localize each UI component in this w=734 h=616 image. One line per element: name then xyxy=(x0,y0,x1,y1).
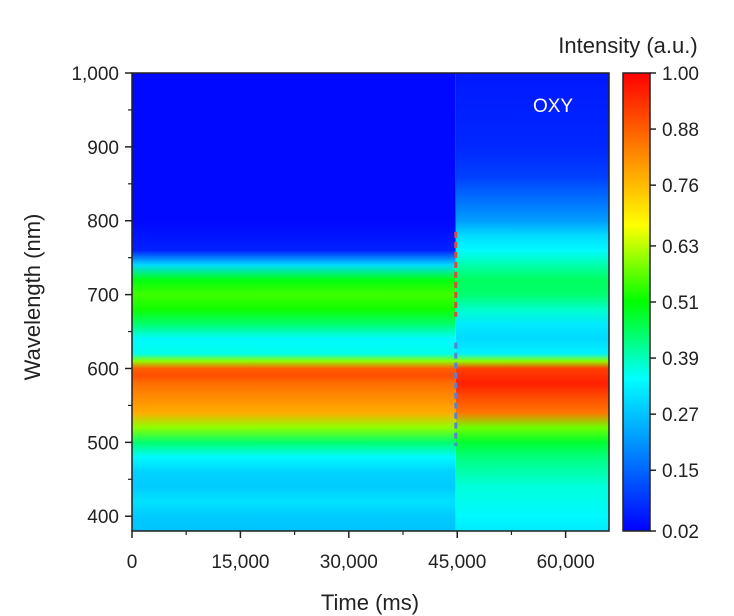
x-tick-label: 15,000 xyxy=(211,552,269,573)
y-tick-label: 600 xyxy=(87,359,119,380)
colorbar-tick-label: 0.51 xyxy=(662,293,699,314)
spectrum-band-before xyxy=(132,73,456,531)
x-tick-label: 60,000 xyxy=(537,552,595,573)
spectrum-band-after xyxy=(455,73,609,531)
oxy-annotation: OXY xyxy=(533,96,573,117)
y-tick-label: 1,000 xyxy=(71,64,119,85)
y-axis-title: Wavelength (nm) xyxy=(20,214,45,381)
y-tick-label: 800 xyxy=(87,212,119,233)
x-axis-title: Time (ms) xyxy=(321,590,419,615)
colorbar-tick-label: 0.02 xyxy=(662,522,699,543)
colorbar xyxy=(622,72,651,532)
y-tick-label: 400 xyxy=(87,507,119,528)
y-axis: 400 500 600 700 800 900 1,000 xyxy=(71,64,132,528)
x-tick-label: 45,000 xyxy=(428,552,486,573)
colorbar-ticks: 0.02 0.15 0.27 0.39 0.51 0.63 0.76 0.88 1.00 xyxy=(650,64,699,543)
heatmap xyxy=(132,73,609,531)
colorbar-tick-label: 1.00 xyxy=(662,64,699,85)
colorbar-tick-label: 0.76 xyxy=(662,176,699,197)
colorbar-tick-label: 0.27 xyxy=(662,405,699,426)
colorbar-tick-label: 0.88 xyxy=(662,120,699,141)
x-tick-label: 0 xyxy=(127,552,138,573)
colorbar-tick-label: 0.63 xyxy=(662,237,699,258)
x-axis: 0 15,000 30,000 45,000 60,000 xyxy=(127,531,595,573)
x-tick-label: 30,000 xyxy=(320,552,378,573)
y-tick-label: 700 xyxy=(87,286,119,307)
y-tick-label: 500 xyxy=(87,433,119,454)
plot-frame xyxy=(131,72,610,532)
colorbar-tick-label: 0.39 xyxy=(662,349,699,370)
colorbar-tick-label: 0.15 xyxy=(662,461,699,482)
y-tick-label: 900 xyxy=(87,138,119,159)
colorbar-title: Intensity (a.u.) xyxy=(558,33,697,58)
